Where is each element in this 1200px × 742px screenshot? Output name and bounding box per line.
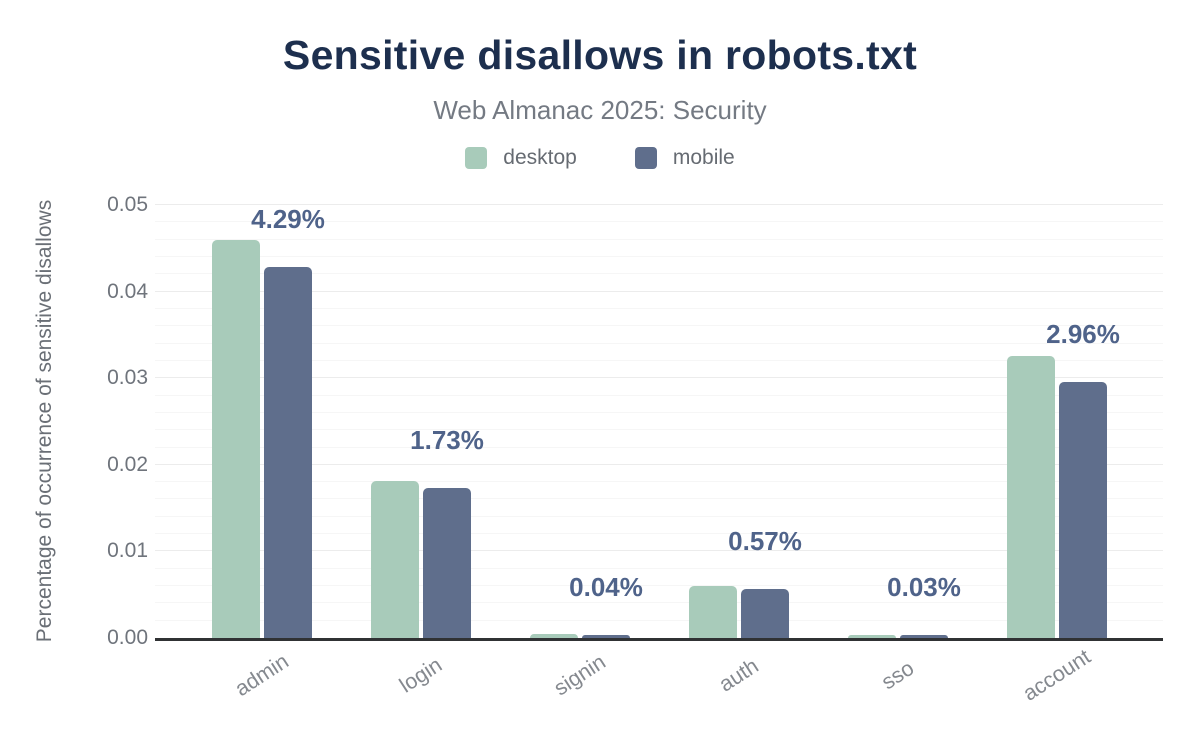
gridline-minor (155, 307, 1163, 309)
gridline-minor (155, 394, 1163, 396)
gridline-minor (155, 342, 1163, 344)
y-axis-title: Percentage of occurrence of sensitive di… (33, 199, 56, 643)
value-label-login: 1.73% (410, 425, 484, 456)
gridline-major (155, 290, 1163, 292)
chart-subtitle: Web Almanac 2025: Security (433, 95, 767, 125)
gridline-minor (155, 273, 1163, 275)
gridline-minor (155, 359, 1163, 361)
value-label-account: 2.96% (1046, 318, 1120, 349)
x-tick-label-account: account (1018, 644, 1095, 706)
y-tick-label-0.04: 0.04 (107, 279, 148, 303)
legend: desktop mobile (0, 146, 1200, 170)
legend-label-mobile: mobile (672, 146, 735, 169)
gridline-minor (155, 325, 1163, 327)
bar-mobile-account (1059, 381, 1107, 638)
gridline-minor (155, 411, 1163, 413)
chart-figure: Sensitive disallows in robots.txt Web Al… (0, 0, 1200, 706)
bar-mobile-login (423, 488, 471, 638)
bar-mobile-signin (582, 634, 630, 638)
value-label-sso: 0.03% (887, 572, 961, 603)
gridline-minor (155, 238, 1163, 240)
gridline-major (155, 204, 1163, 205)
bar-desktop-login (371, 481, 419, 638)
legend-item-desktop: desktop (465, 146, 577, 170)
legend-swatch-desktop-icon (465, 147, 488, 169)
gridline-minor (155, 446, 1163, 448)
plot-area: 4.29% 1.73% 0.04% 0.57% 0.03% 2.96% (155, 203, 1163, 641)
gridline-major (155, 550, 1163, 552)
gridline-minor (155, 515, 1163, 517)
gridline-minor (155, 585, 1163, 586)
x-tick-label-signin: signin (549, 649, 610, 701)
gridline-minor (155, 567, 1163, 569)
y-tick-label-0.00: 0.00 (107, 626, 148, 649)
x-axis-tick-labels: admin login signin auth sso account (155, 645, 1163, 735)
gridline-major (155, 377, 1163, 379)
value-label-signin: 0.04% (569, 571, 643, 602)
x-tick-label-login: login (395, 652, 447, 698)
value-label-auth: 0.57% (728, 525, 802, 556)
gridline-major (155, 463, 1163, 465)
gridline-minor (155, 533, 1163, 535)
gridline-minor (155, 221, 1163, 223)
gridline-minor (155, 256, 1163, 257)
gridline-minor (155, 481, 1163, 483)
y-tick-label-0.02: 0.02 (107, 452, 148, 476)
y-tick-label-0.01: 0.01 (107, 539, 148, 563)
value-label-admin: 4.29% (251, 203, 325, 234)
bar-desktop-account (1007, 355, 1055, 638)
x-tick-label-sso: sso (877, 655, 919, 695)
chart-title: Sensitive disallows in robots.txt (282, 32, 918, 78)
bar-desktop-signin (530, 633, 578, 638)
x-tick-label-auth: auth (714, 653, 763, 697)
y-tick-label-0.05: 0.05 (107, 193, 148, 216)
bar-mobile-sso (900, 635, 948, 638)
y-tick-label-0.03: 0.03 (107, 366, 148, 390)
bar-desktop-sso (848, 635, 896, 638)
bar-desktop-auth (689, 586, 737, 638)
legend-swatch-mobile-icon (634, 147, 657, 169)
x-tick-label-admin: admin (230, 649, 293, 702)
bar-mobile-auth (741, 588, 789, 638)
bar-desktop-admin (212, 239, 260, 638)
legend-item-mobile: mobile (634, 146, 735, 170)
gridline-minor (155, 429, 1163, 431)
x-axis-line (155, 638, 1163, 641)
bar-mobile-admin (264, 266, 312, 638)
legend-label-desktop: desktop (503, 146, 577, 169)
gridline-minor (155, 498, 1163, 500)
gridline-minor (155, 602, 1163, 604)
gridline-minor (155, 619, 1163, 621)
